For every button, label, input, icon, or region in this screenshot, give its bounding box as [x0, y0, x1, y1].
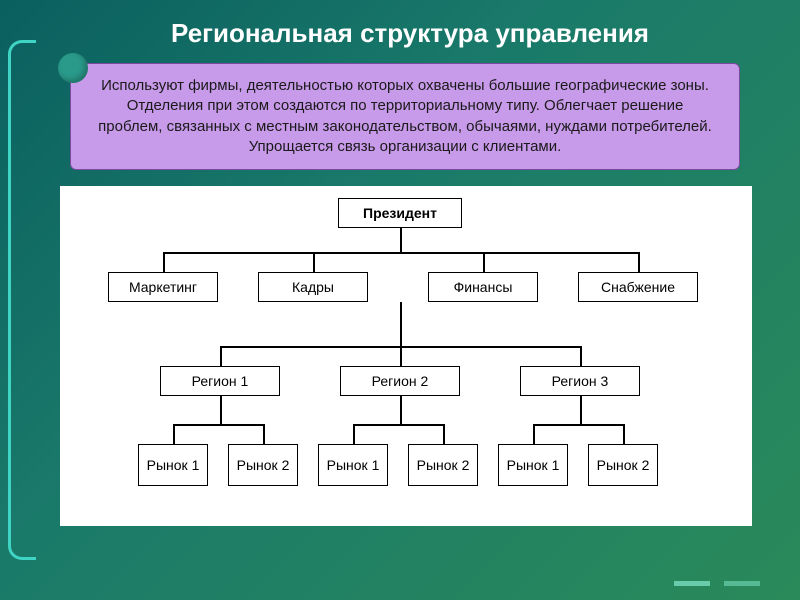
connector-line — [313, 252, 315, 272]
connector-line — [353, 424, 355, 444]
footer-decoration — [674, 581, 760, 586]
org-chart: Президент Маркетинг Кадры Финансы Снабжение Р… — [60, 186, 752, 526]
connector-line — [173, 424, 263, 426]
node-r2m1: Рынок 1 — [318, 444, 388, 486]
node-hr: Кадры — [258, 272, 368, 302]
node-president: Президент — [338, 198, 462, 228]
scroll-ornament-icon — [58, 53, 88, 83]
connector-line — [400, 396, 402, 424]
node-finance: Финансы — [428, 272, 538, 302]
connector-line — [173, 424, 175, 444]
connector-line — [638, 252, 640, 272]
node-r1m2: Рынок 2 — [228, 444, 298, 486]
node-r1m1: Рынок 1 — [138, 444, 208, 486]
description-panel: Используют фирмы, деятельностью которых … — [70, 63, 740, 170]
connector-line — [443, 424, 445, 444]
connector-line — [220, 396, 222, 424]
node-r3m2: Рынок 2 — [588, 444, 658, 486]
connector-line — [483, 252, 485, 272]
connector-line — [580, 346, 582, 366]
node-region2: Регион 2 — [340, 366, 460, 396]
decorative-bracket — [8, 40, 36, 560]
connector-line — [400, 346, 402, 366]
node-r2m2: Рынок 2 — [408, 444, 478, 486]
node-region1: Регион 1 — [160, 366, 280, 396]
connector-line — [533, 424, 535, 444]
connector-line — [263, 424, 265, 444]
node-r3m1: Рынок 1 — [498, 444, 568, 486]
node-marketing: Маркетинг — [108, 272, 218, 302]
connector-line — [163, 252, 638, 254]
connector-line — [353, 424, 443, 426]
connector-line — [580, 396, 582, 424]
connector-line — [163, 252, 165, 272]
node-region3: Регион 3 — [520, 366, 640, 396]
connector-line — [220, 346, 222, 366]
connector-line — [623, 424, 625, 444]
description-text: Используют фирмы, деятельностью которых … — [70, 63, 740, 170]
node-supply: Снабжение — [578, 272, 698, 302]
connector-line — [400, 228, 402, 252]
connector-line — [400, 302, 402, 346]
slide-title: Региональная структура управления — [0, 0, 800, 63]
connector-line — [533, 424, 623, 426]
